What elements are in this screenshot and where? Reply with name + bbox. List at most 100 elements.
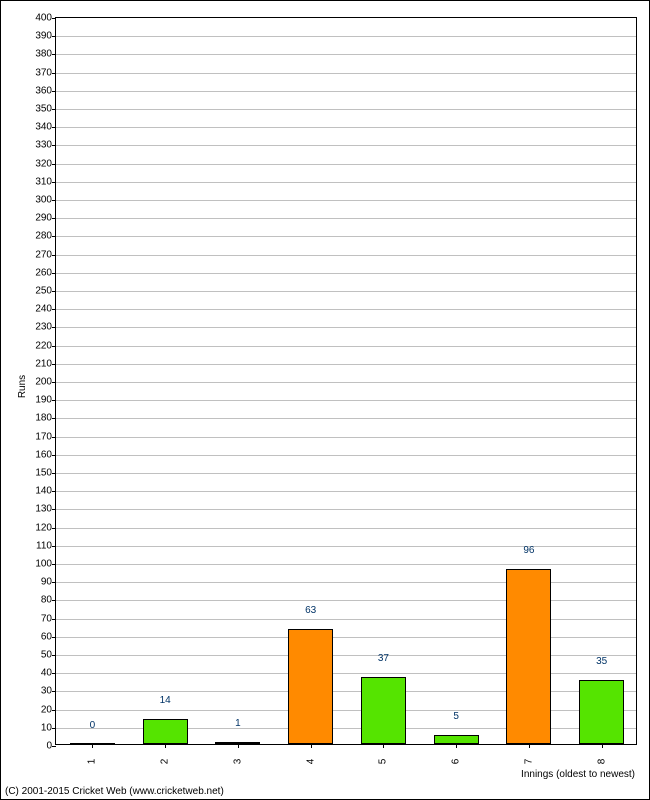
y-tick-mark <box>52 564 56 565</box>
x-tick-label: 7 <box>523 759 534 765</box>
grid-line <box>56 273 636 274</box>
grid-line <box>56 455 636 456</box>
y-tick-mark <box>52 236 56 237</box>
y-tick-mark <box>52 546 56 547</box>
x-tick-label: 3 <box>232 759 243 765</box>
bar <box>70 743 115 744</box>
y-tick-mark <box>52 728 56 729</box>
y-tick-label: 290 <box>35 213 52 224</box>
y-tick-mark <box>52 528 56 529</box>
x-tick-label: 1 <box>87 759 98 765</box>
grid-line <box>56 236 636 237</box>
y-tick-mark <box>52 582 56 583</box>
y-tick-label: 10 <box>41 722 52 733</box>
y-tick-mark <box>52 73 56 74</box>
bar-value-label: 0 <box>90 720 96 731</box>
y-tick-label: 300 <box>35 195 52 206</box>
y-tick-mark <box>52 54 56 55</box>
x-tick-mark <box>311 744 312 748</box>
grid-line <box>56 564 636 565</box>
y-tick-mark <box>52 710 56 711</box>
y-tick-mark <box>52 637 56 638</box>
y-tick-label: 130 <box>35 504 52 515</box>
y-tick-mark <box>52 600 56 601</box>
y-tick-mark <box>52 491 56 492</box>
grid-line <box>56 546 636 547</box>
y-tick-mark <box>52 691 56 692</box>
y-tick-mark <box>52 437 56 438</box>
bar <box>434 735 479 744</box>
y-tick-label: 390 <box>35 31 52 42</box>
y-tick-mark <box>52 655 56 656</box>
bar <box>288 629 333 744</box>
bar-value-label: 35 <box>596 656 607 667</box>
y-tick-label: 0 <box>46 741 52 752</box>
y-tick-label: 70 <box>41 613 52 624</box>
grid-line <box>56 36 636 37</box>
y-tick-label: 280 <box>35 231 52 242</box>
y-tick-label: 50 <box>41 650 52 661</box>
y-tick-mark <box>52 109 56 110</box>
grid-line <box>56 364 636 365</box>
y-tick-mark <box>52 400 56 401</box>
y-tick-mark <box>52 91 56 92</box>
y-tick-mark <box>52 182 56 183</box>
y-tick-label: 360 <box>35 85 52 96</box>
y-tick-mark <box>52 473 56 474</box>
y-tick-mark <box>52 619 56 620</box>
y-tick-label: 330 <box>35 140 52 151</box>
grid-line <box>56 327 636 328</box>
x-axis-title: Innings (oldest to newest) <box>521 769 635 780</box>
grid-line <box>56 200 636 201</box>
x-tick-label: 2 <box>160 759 171 765</box>
y-tick-label: 140 <box>35 486 52 497</box>
y-tick-mark <box>52 18 56 19</box>
grid-line <box>56 528 636 529</box>
grid-line <box>56 218 636 219</box>
y-tick-mark <box>52 127 56 128</box>
y-tick-label: 270 <box>35 249 52 260</box>
y-tick-mark <box>52 218 56 219</box>
grid-line <box>56 437 636 438</box>
x-tick-mark <box>238 744 239 748</box>
bar-value-label: 96 <box>523 545 534 556</box>
grid-line <box>56 346 636 347</box>
y-tick-label: 250 <box>35 286 52 297</box>
grid-line <box>56 309 636 310</box>
y-tick-mark <box>52 36 56 37</box>
y-tick-label: 350 <box>35 104 52 115</box>
y-tick-mark <box>52 455 56 456</box>
y-tick-mark <box>52 746 56 747</box>
y-tick-label: 380 <box>35 49 52 60</box>
grid-line <box>56 291 636 292</box>
x-tick-label: 6 <box>451 759 462 765</box>
y-tick-label: 200 <box>35 377 52 388</box>
x-tick-label: 5 <box>378 759 389 765</box>
grid-line <box>56 382 636 383</box>
y-axis-title: Runs <box>17 375 28 398</box>
y-tick-mark <box>52 382 56 383</box>
y-tick-mark <box>52 291 56 292</box>
grid-line <box>56 182 636 183</box>
y-tick-label: 160 <box>35 449 52 460</box>
y-tick-label: 20 <box>41 704 52 715</box>
y-tick-mark <box>52 509 56 510</box>
bar-value-label: 37 <box>378 653 389 664</box>
y-tick-mark <box>52 673 56 674</box>
grid-line <box>56 145 636 146</box>
x-tick-mark <box>165 744 166 748</box>
x-tick-mark <box>456 744 457 748</box>
y-tick-label: 100 <box>35 559 52 570</box>
y-tick-label: 320 <box>35 158 52 169</box>
y-tick-mark <box>52 145 56 146</box>
bar <box>361 677 406 744</box>
y-tick-label: 40 <box>41 668 52 679</box>
grid-line <box>56 418 636 419</box>
bar-value-label: 1 <box>235 718 241 729</box>
grid-line <box>56 491 636 492</box>
y-tick-label: 370 <box>35 67 52 78</box>
y-tick-label: 80 <box>41 595 52 606</box>
bar <box>579 680 624 744</box>
y-tick-label: 400 <box>35 13 52 24</box>
y-tick-label: 60 <box>41 631 52 642</box>
